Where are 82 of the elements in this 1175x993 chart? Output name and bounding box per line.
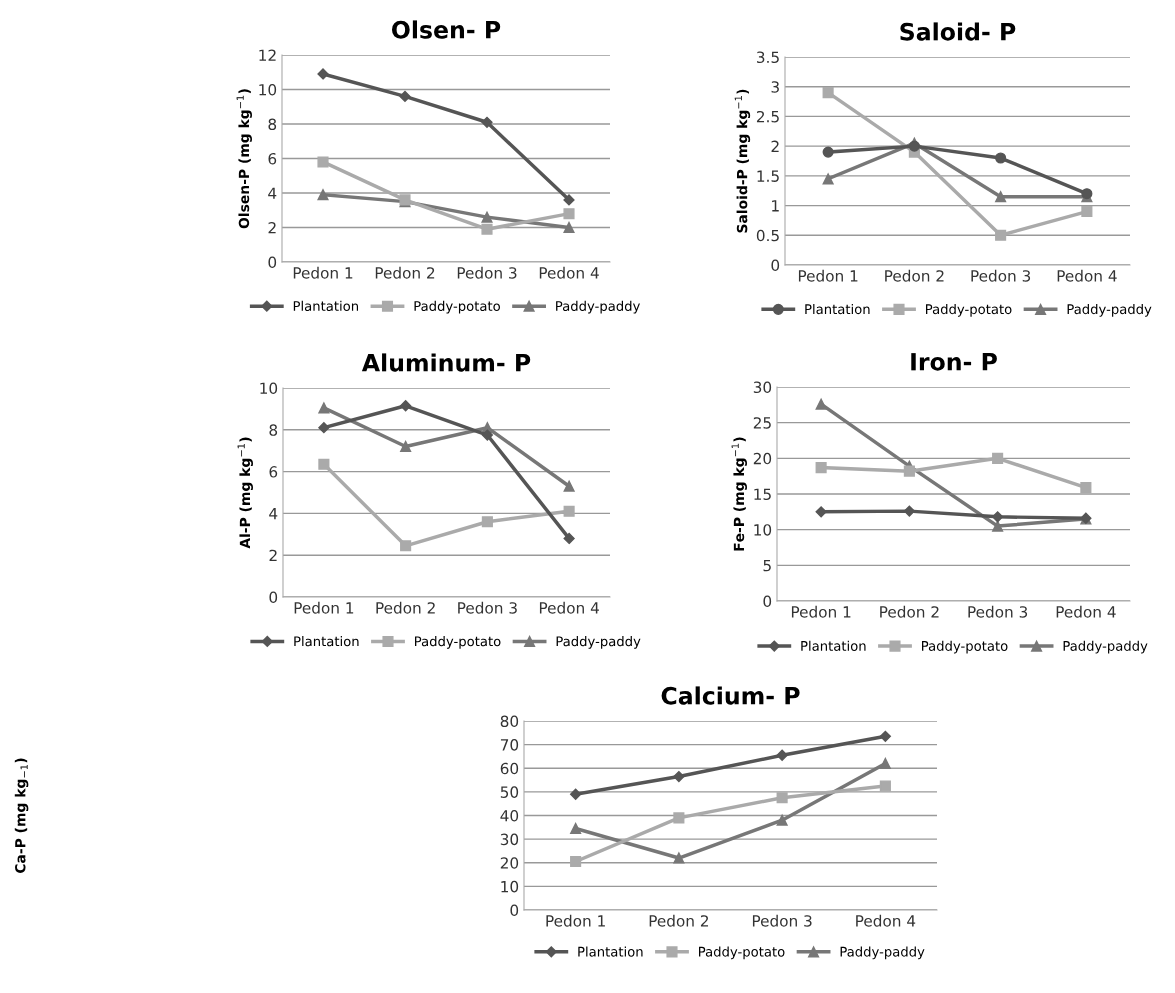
x-tick-label: Pedon 4 [856,914,916,927]
chart-title: Calcium- P [661,686,800,705]
y-tick-label: 2 [269,549,277,561]
x-tick-label: Pedon 2 [880,605,939,618]
y-tick-label: 70 [500,739,519,751]
y-tick-label: 3 [771,81,779,93]
y-tick-label: 30 [500,833,519,846]
legend-label: Paddy-paddy [1063,640,1148,654]
y-tick-label: 2 [268,221,276,234]
x-tick-label: Pedon 3 [752,914,812,927]
y-tick-label: 1.5 [757,170,779,182]
y-tick-label: 6 [268,152,277,165]
legend-label: Paddy-potato [699,946,785,960]
y-tick-label: 60 [500,762,519,775]
x-tick-label: Pedon 4 [539,266,599,279]
y-tick-label: 1 [772,200,779,212]
legend-label: Paddy-paddy [1067,303,1152,317]
y-tick-label: 0 [763,595,772,608]
y-tick-label: 10 [259,83,277,96]
y-tick-label: 10 [260,382,278,395]
y-tick-label: 4 [269,508,278,520]
x-tick-label: Pedon 1 [798,269,858,282]
x-tick-label: Pedon 1 [546,914,605,927]
x-tick-label: Pedon 1 [791,605,851,618]
y-tick-label: 3.5 [757,51,779,64]
legend-label: Plantation [805,303,870,315]
y-tick-label: 10 [501,880,519,893]
x-tick-label: Pedon 3 [458,601,517,614]
y-tick-label: 0 [510,904,519,917]
y-tick-label: 25 [753,417,771,429]
y-tick-label: 10 [754,524,772,536]
chart-title: Saloid- P [900,22,1016,41]
x-tick-label: Pedon 2 [375,266,435,279]
chart-title: Aluminum- P [361,353,531,372]
x-tick-label: Pedon 3 [457,266,517,279]
y-tick-label: 40 [500,809,519,822]
y-axis-title: Olsen-P (mg kg$^{−1}$) [236,89,252,229]
x-tick-label: Pedon 2 [649,914,709,927]
y-tick-label: 0 [771,259,780,272]
y-axis-title: Fe-P (mg kg$^{−1}$) [731,437,747,551]
y-axis-title: Ca-P (mg kg$_{−1}$) [14,758,29,873]
chart-title: Iron- P [911,353,997,371]
x-tick-label: Pedon 4 [539,601,599,614]
x-tick-label: Pedon 2 [885,269,944,282]
legend-label: Paddy-potato [926,303,1012,317]
legend-label: Plantation [293,300,359,311]
y-tick-label: 5 [763,560,771,572]
y-tick-label: 4 [268,187,277,199]
legend-label: Paddy-potato [414,300,500,314]
legend-label: Paddy-paddy [840,946,925,960]
y-tick-label: 6 [269,466,278,478]
y-tick-label: 8 [268,118,277,131]
x-tick-label: Pedon 3 [971,269,1031,282]
y-tick-label: 8 [269,424,278,436]
legend-label: Plantation [801,640,866,651]
y-axis-title: Al-P (mg kg$^{−1}$) [237,437,253,549]
y-tick-label: 20 [753,452,772,465]
legend-label: Paddy-potato [415,636,501,649]
y-axis-title: Saloid-P (mg kg$^{−1}$) [734,89,751,233]
y-tick-label: 2.5 [756,110,779,123]
y-tick-label: 12 [259,49,276,61]
y-tick-label: 20 [500,857,519,869]
y-tick-label: 0.5 [756,229,779,242]
legend-label: Paddy-potato [922,640,1008,654]
y-tick-label: 2 [771,140,779,152]
x-tick-label: Pedon 1 [293,266,353,279]
chart-title: Olsen- P [391,20,501,39]
x-tick-label: Pedon 4 [1057,269,1117,282]
y-tick-label: 30 [753,381,772,394]
y-tick-label: 0 [269,591,278,604]
y-tick-label: 0 [268,256,277,269]
x-tick-label: Pedon 1 [294,601,354,614]
y-tick-label: 50 [500,786,519,798]
legend-label: Paddy-paddy [556,636,641,649]
x-tick-label: Pedon 2 [376,601,435,614]
legend-label: Paddy-paddy [556,300,640,314]
x-tick-label: Pedon 3 [968,605,1028,618]
legend-label: Plantation [578,946,643,957]
legend-label: Plantation [294,636,359,647]
y-tick-label: 15 [754,488,771,501]
y-tick-label: 80 [500,715,519,728]
x-tick-label: Pedon 4 [1056,605,1116,618]
